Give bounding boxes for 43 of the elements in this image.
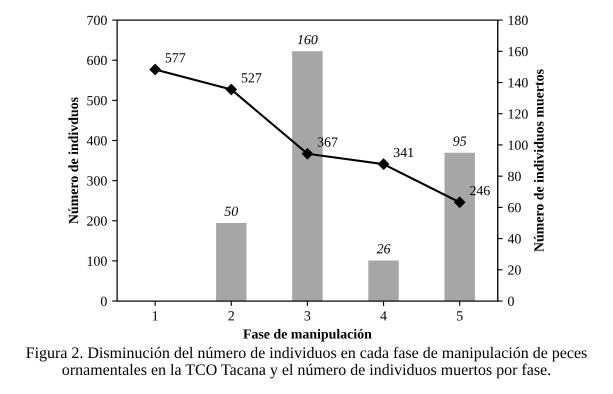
y2-tick-label: 160 (508, 46, 528, 56)
data-label: 160 (298, 34, 318, 44)
y2-tick-label: 60 (508, 202, 521, 212)
x-tick-label: 4 (380, 311, 387, 320)
y2-tick-label: 40 (508, 234, 521, 244)
y-tick-label: 700 (87, 16, 107, 26)
data-label: 367 (318, 137, 338, 147)
point (226, 84, 237, 96)
y2-axis-title: Número de individuos muertos (534, 69, 544, 252)
y2-tick-label: 100 (508, 140, 528, 150)
y2-tick-label: 180 (508, 16, 528, 26)
y-tick-label: 500 (87, 96, 107, 106)
y-tick-label: 400 (86, 136, 107, 146)
point (150, 64, 161, 76)
y2-tick-label: 80 (508, 172, 521, 182)
data-label: 26 (376, 244, 390, 254)
x-tick-label: 2 (228, 311, 234, 320)
y-tick-label: 200 (87, 216, 107, 226)
x-tick-label: 3 (304, 311, 310, 321)
data-label: 527 (242, 73, 262, 83)
text: Figura 2. Disminución del número de individuos en cada fase de manipulación de peces ornamentales en la TCO Tacana y el número de individuos muertos por fase. (26, 346, 587, 378)
y-tick-label: 600 (87, 56, 107, 66)
x-axis-title: Fase de manipulación (243, 328, 372, 342)
data-label: 95 (453, 136, 466, 146)
data-label: 246 (470, 186, 490, 196)
y-tick-label: 0 (100, 296, 107, 306)
y-tick-label: 300 (87, 176, 107, 186)
bar (368, 260, 399, 302)
y2-tick-label: 20 (508, 265, 521, 275)
point (302, 148, 314, 160)
data-label: 50 (224, 206, 238, 216)
y-tick-label: 100 (88, 256, 107, 266)
data-label: 341 (394, 148, 414, 158)
data-label: 577 (166, 53, 186, 62)
point (454, 196, 466, 208)
point (378, 158, 390, 170)
bar (216, 222, 247, 302)
y2-tick-label: 140 (508, 78, 528, 88)
x-tick-label: 1 (152, 311, 158, 320)
x-tick-label: 5 (457, 311, 463, 321)
y2-tick-label: 120 (508, 109, 528, 119)
y2-tick-label: 0 (508, 296, 514, 306)
y-axis-title: Número de indivduos (68, 97, 78, 224)
